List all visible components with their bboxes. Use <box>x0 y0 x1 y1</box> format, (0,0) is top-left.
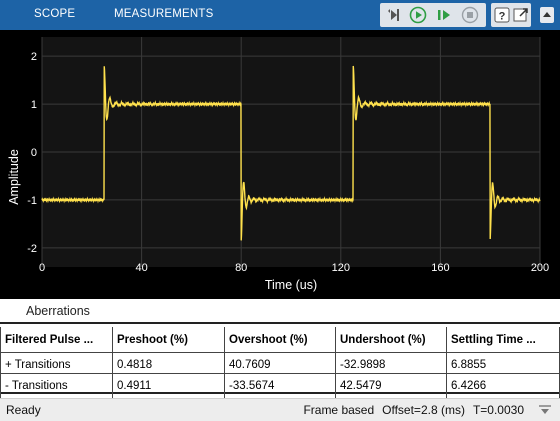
plot-svg[interactable]: 0 40 80 120 160 200 2 1 0 -1 -2 Time (us) Amplitu… <box>0 30 560 299</box>
column-header[interactable]: Preshoot (%) <box>113 327 225 352</box>
table-row: + Transitions 0.4818 40.7609 -32.9898 6.… <box>0 352 560 377</box>
table-cell: + Transitions <box>0 353 113 377</box>
table-cell: -32.9898 <box>336 353 447 377</box>
svg-text:?: ? <box>499 11 506 23</box>
scope-display[interactable]: 0 40 80 120 160 200 2 1 0 -1 -2 Time (us) Amplitu… <box>0 30 560 299</box>
help-icon[interactable]: ? <box>493 6 511 24</box>
x-tick-label: 80 <box>235 262 247 274</box>
table-header-row: Filtered Pulse ... Preshoot (%) Overshoo… <box>0 327 560 352</box>
y-tick-label: 2 <box>31 51 37 63</box>
column-header[interactable]: Overshoot (%) <box>225 327 336 352</box>
table-cell: 0.4818 <box>113 353 225 377</box>
grid <box>41 37 541 267</box>
tab-measurements[interactable]: MEASUREMENTS <box>114 8 214 20</box>
status-bar: Ready Frame based Offset=2.8 (ms) T=0.0030 <box>0 398 560 421</box>
table-cell: 40.7609 <box>225 353 336 377</box>
x-tick-label: 160 <box>431 262 449 274</box>
y-tick-label: 0 <box>31 147 37 159</box>
undock-icon[interactable] <box>512 6 530 24</box>
y-tick-labels: 2 1 0 -1 -2 <box>27 51 37 255</box>
y-tick-label: -2 <box>27 243 37 255</box>
table-cell: - Transitions <box>0 374 113 398</box>
stop-icon[interactable] <box>461 6 479 24</box>
menu-collapse-icon[interactable] <box>540 7 554 23</box>
column-header[interactable]: Filtered Pulse ... <box>0 327 113 352</box>
run-icon[interactable] <box>409 6 427 24</box>
simulation-controls <box>380 3 486 27</box>
status-text: Ready <box>6 403 41 417</box>
table-row: - Transitions 0.4911 -33.5674 42.5479 6.… <box>0 373 560 398</box>
y-tick-label: 1 <box>31 99 37 111</box>
y-tick-label: -1 <box>27 195 37 207</box>
status-details: Frame based Offset=2.8 (ms) T=0.0030 <box>303 403 524 417</box>
signal-trace <box>41 65 541 241</box>
step-forward-icon[interactable] <box>435 6 453 24</box>
x-tick-label: 200 <box>531 262 549 274</box>
table-cell: -33.5674 <box>225 374 336 398</box>
offset-readout: Offset=2.8 (ms) <box>382 403 465 417</box>
x-tick-label: 0 <box>39 262 45 274</box>
column-header[interactable]: Undershoot (%) <box>336 327 447 352</box>
time-readout: T=0.0030 <box>472 403 524 417</box>
table-cell: 0.4911 <box>113 374 225 398</box>
tab-scope[interactable]: SCOPE <box>34 8 76 20</box>
toolstrip: SCOPE MEASUREMENTS <box>0 0 560 30</box>
aberrations-table: Filtered Pulse ... Preshoot (%) Overshoo… <box>0 322 560 398</box>
x-tick-label: 40 <box>135 262 147 274</box>
x-tick-label: 120 <box>332 262 350 274</box>
y-axis-label: Amplitude <box>7 149 21 205</box>
table-cell: 42.5479 <box>336 374 447 398</box>
chevron-down-icon[interactable] <box>538 404 552 416</box>
table-cell: 6.4266 <box>447 374 560 398</box>
x-tick-labels: 0 40 80 120 160 200 <box>39 262 549 274</box>
x-axis-label: Time (us) <box>265 278 317 292</box>
help-controls: ? <box>491 3 531 27</box>
aberrations-title: Aberrations <box>26 304 90 318</box>
column-header[interactable]: Settling Time ... <box>447 327 560 352</box>
frame-mode: Frame based <box>303 403 375 417</box>
step-back-icon[interactable] <box>386 6 404 24</box>
